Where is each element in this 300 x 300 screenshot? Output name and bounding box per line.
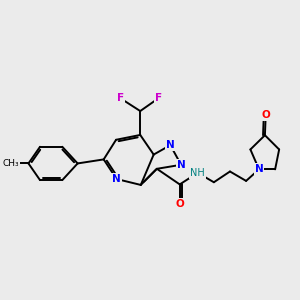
Text: CH₃: CH₃	[3, 159, 20, 168]
Text: N: N	[166, 140, 175, 150]
Text: NH: NH	[190, 168, 205, 178]
Text: N: N	[255, 164, 263, 174]
Text: F: F	[155, 93, 162, 103]
Text: N: N	[177, 160, 185, 170]
Text: O: O	[176, 199, 184, 209]
Text: F: F	[117, 93, 124, 103]
Text: N: N	[112, 174, 121, 184]
Text: O: O	[261, 110, 270, 120]
